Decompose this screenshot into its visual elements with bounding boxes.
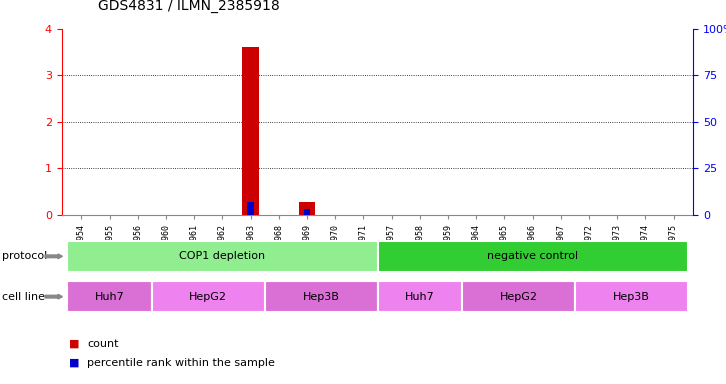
Text: HepG2: HepG2: [189, 291, 227, 302]
Bar: [68, 241, 378, 272]
Bar: [265, 281, 378, 312]
Bar: [378, 281, 462, 312]
Bar: [575, 281, 688, 312]
Bar: [298, 202, 316, 215]
Bar: [303, 209, 311, 215]
Text: protocol: protocol: [2, 251, 47, 262]
Text: ■: ■: [69, 358, 79, 368]
Text: HepG2: HepG2: [499, 291, 537, 302]
Text: GDS4831 / ILMN_2385918: GDS4831 / ILMN_2385918: [98, 0, 280, 13]
Text: ■: ■: [69, 339, 79, 349]
Text: Hep3B: Hep3B: [303, 291, 340, 302]
Bar: [68, 281, 152, 312]
Bar: [462, 281, 575, 312]
Text: Huh7: Huh7: [95, 291, 125, 302]
Text: Hep3B: Hep3B: [613, 291, 650, 302]
Bar: [152, 281, 265, 312]
Bar: [248, 202, 254, 215]
Bar: [242, 47, 259, 215]
Text: count: count: [87, 339, 118, 349]
Text: Huh7: Huh7: [405, 291, 435, 302]
Text: cell line: cell line: [2, 291, 45, 302]
Text: percentile rank within the sample: percentile rank within the sample: [87, 358, 275, 368]
Text: COP1 depletion: COP1 depletion: [179, 251, 266, 262]
Bar: [378, 241, 688, 272]
Text: negative control: negative control: [487, 251, 578, 262]
